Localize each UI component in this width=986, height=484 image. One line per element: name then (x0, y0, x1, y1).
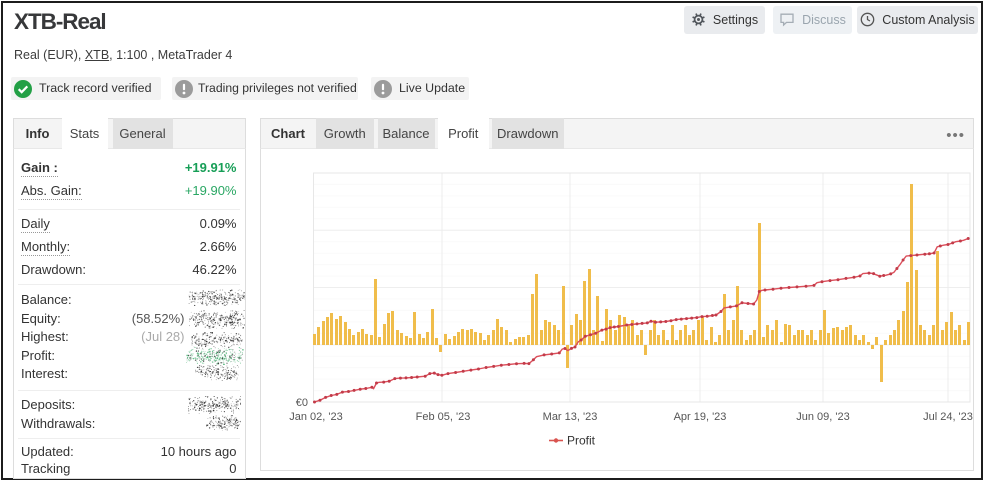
svg-text:Jan 02, '23: Jan 02, '23 (289, 411, 342, 423)
svg-text:Feb 05, '23: Feb 05, '23 (416, 411, 471, 423)
svg-text:Apr 19, '23: Apr 19, '23 (674, 411, 727, 423)
svg-text:Jun 09, '23: Jun 09, '23 (796, 411, 849, 423)
svg-text:Profit: Profit (567, 434, 596, 448)
svg-text:€0: €0 (296, 397, 308, 409)
svg-text:Jul 24, '23: Jul 24, '23 (923, 411, 973, 423)
svg-text:Mar 13, '23: Mar 13, '23 (543, 411, 598, 423)
